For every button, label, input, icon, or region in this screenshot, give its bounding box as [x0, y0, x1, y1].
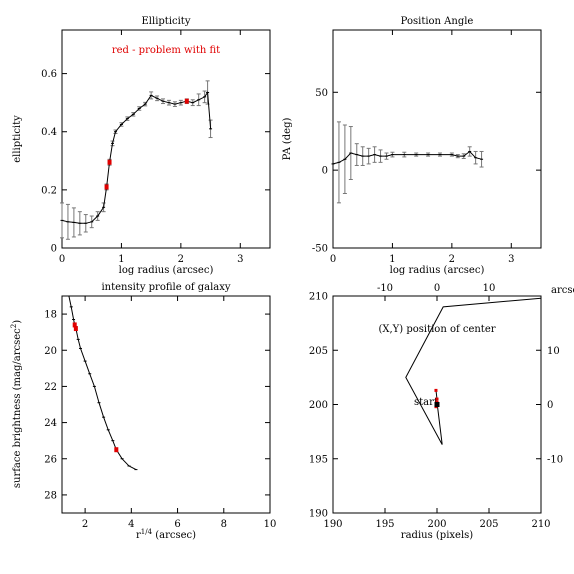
x-tick-label: 10: [264, 519, 277, 530]
top-tick-label: 0: [434, 283, 440, 294]
x-tick-label: 4: [128, 519, 134, 530]
position-angle-title: Position Angle: [401, 16, 474, 27]
right-tick-label: 0: [547, 400, 553, 411]
center-point: [434, 388, 438, 392]
center-position-marks: [405, 297, 542, 445]
problem-point: [184, 98, 189, 104]
y-tick-label: 50: [315, 88, 328, 99]
y-tick-label: 0.2: [41, 185, 57, 196]
start-label: start: [414, 397, 438, 408]
position-angle-frame: [332, 29, 542, 249]
y-tick-label: 205: [309, 346, 328, 357]
x-tick-label: 2: [178, 254, 184, 265]
ellipticity-marks: [60, 80, 213, 240]
x-tick-label: 3: [508, 254, 514, 265]
fit-problem-note: red - problem with fit: [112, 45, 220, 56]
ellipticity-ylabel: ellipticity: [12, 115, 23, 163]
position-angle-marks: [331, 121, 484, 204]
series-line: [68, 295, 137, 471]
x-tick-label: 3: [237, 254, 243, 265]
right-tick-label: 10: [547, 346, 560, 357]
x-tick-label: 205: [479, 519, 498, 530]
x-tick-label: 0: [59, 254, 65, 265]
problem-point: [104, 184, 109, 190]
x-tick-label: 190: [323, 519, 342, 530]
arcsec-top-label: arcsec: [551, 285, 574, 296]
x-tick-label: 0: [330, 254, 336, 265]
x-tick-label: 195: [375, 519, 394, 530]
position-angle-panel: Position Angle log radius (arcsec) PA (d…: [282, 16, 542, 276]
y-tick-label: 190: [309, 509, 328, 520]
y-tick-label: 0: [322, 166, 328, 177]
right-tick-label: -10: [547, 454, 563, 465]
position-angle-xlabel: log radius (arcsec): [390, 265, 485, 276]
center-position-ticks: 190 195 200 205 210 190 195 200 205 210 -10 0 10 10 0 -…: [309, 283, 563, 530]
x-tick-label: 6: [174, 519, 180, 530]
series-line: [61, 91, 212, 224]
intensity-profile-frame: [61, 295, 271, 514]
start-point: [434, 402, 440, 407]
ellipticity-title: Ellipticity: [142, 16, 191, 27]
x-label-tail: (arcsec): [152, 530, 196, 541]
center-track-line: [405, 297, 542, 445]
x-tick-label: 2: [449, 254, 455, 265]
ellipticity-frame: [61, 29, 271, 249]
problem-point: [73, 326, 78, 332]
y-tick-label: 22: [44, 382, 57, 393]
x-label-r: r: [136, 530, 141, 541]
intensity-profile-panel: intensity profile of galaxy r1/4 (arcsec…: [10, 282, 276, 541]
intensity-profile-xlabel: r1/4 (arcsec): [136, 528, 196, 541]
x-tick-label: 1: [389, 254, 395, 265]
ellipticity-panel: Ellipticity log radius (arcsec) elliptic…: [12, 16, 271, 276]
intensity-profile-ylabel: surface brightness (mag/arcsec2): [10, 320, 23, 488]
problem-point: [72, 322, 77, 328]
y-tick-label: 200: [309, 400, 328, 411]
problem-point: [114, 447, 119, 453]
intensity-profile-title: intensity profile of galaxy: [101, 282, 230, 293]
intensity-profile-marks: [67, 295, 138, 471]
top-tick-label: -10: [377, 283, 393, 294]
center-position-panel: (X,Y) position of center radius (pixels)…: [309, 283, 574, 541]
x-tick-label: 210: [531, 519, 550, 530]
center-point: [435, 397, 439, 401]
y-label-tail: ): [12, 320, 23, 324]
y-tick-label: 28: [44, 490, 57, 501]
x-tick-label: 8: [221, 519, 227, 530]
center-position-title: (X,Y) position of center: [378, 324, 495, 335]
y-label-sup: 2: [10, 324, 18, 328]
y-tick-label: 0: [51, 244, 57, 255]
y-tick-label: 210: [309, 292, 328, 303]
center-position-xlabel: radius (pixels): [401, 530, 473, 541]
ellipticity-ticks: 0 1 2 3 0 0.2 0.4 0.6: [41, 30, 270, 265]
position-angle-ylabel: PA (deg): [282, 118, 293, 161]
x-tick-label: 2: [82, 519, 88, 530]
y-label-main: surface brightness (mag/arcsec: [12, 328, 23, 488]
y-tick-label: 0.6: [41, 69, 57, 80]
y-tick-label: 18: [44, 310, 57, 321]
x-label-sup: 1/4: [141, 528, 153, 536]
y-tick-label: 0.4: [41, 127, 57, 138]
y-tick-label: 26: [44, 454, 57, 465]
top-tick-label: 10: [483, 283, 496, 294]
y-tick-label: 20: [44, 346, 57, 357]
x-tick-label: 1: [118, 254, 124, 265]
y-tick-label: -50: [312, 244, 328, 255]
ellipticity-xlabel: log radius (arcsec): [119, 265, 214, 276]
x-tick-label: 200: [427, 519, 446, 530]
y-tick-label: 24: [44, 418, 57, 429]
y-tick-label: 195: [309, 454, 328, 465]
problem-point: [107, 159, 112, 165]
